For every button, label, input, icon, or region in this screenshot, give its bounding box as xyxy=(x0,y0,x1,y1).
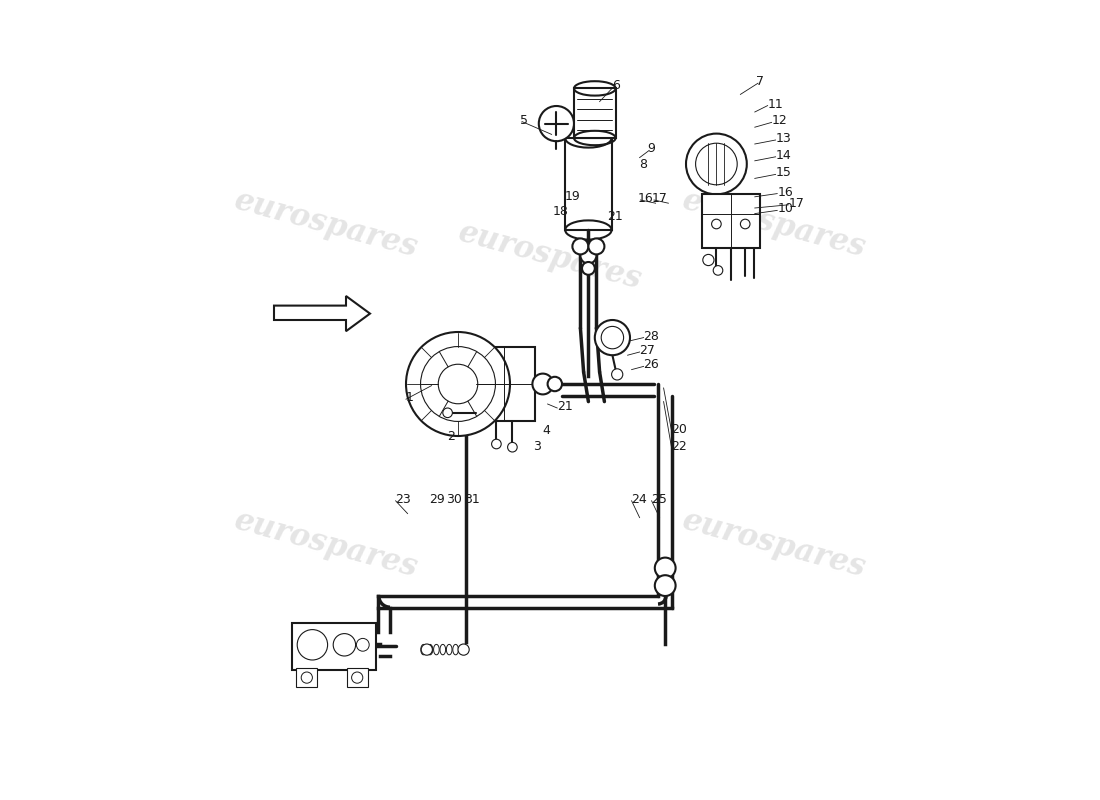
Text: 21: 21 xyxy=(607,210,624,222)
Bar xyxy=(574,89,616,138)
Text: 13: 13 xyxy=(776,132,791,145)
Circle shape xyxy=(539,106,574,141)
Circle shape xyxy=(686,134,747,194)
Circle shape xyxy=(588,238,604,254)
Text: 23: 23 xyxy=(396,493,411,506)
Circle shape xyxy=(712,219,722,229)
Circle shape xyxy=(695,143,737,185)
Bar xyxy=(296,668,317,687)
Text: 21: 21 xyxy=(558,400,573,413)
Circle shape xyxy=(492,439,502,449)
Text: 24: 24 xyxy=(631,493,647,506)
Circle shape xyxy=(581,247,596,264)
Text: 19: 19 xyxy=(564,190,580,202)
Text: 16: 16 xyxy=(638,192,653,205)
Text: eurospares: eurospares xyxy=(679,505,869,583)
Text: 31: 31 xyxy=(463,493,480,506)
Circle shape xyxy=(507,442,517,452)
Circle shape xyxy=(602,326,624,349)
Text: 7: 7 xyxy=(757,75,764,88)
Text: 9: 9 xyxy=(648,142,656,155)
Circle shape xyxy=(713,266,723,275)
Circle shape xyxy=(703,254,714,266)
Bar xyxy=(702,194,760,248)
Text: 11: 11 xyxy=(768,98,783,110)
Circle shape xyxy=(572,238,588,254)
Text: eurospares: eurospares xyxy=(231,505,421,583)
Circle shape xyxy=(740,219,750,229)
Circle shape xyxy=(438,364,477,404)
Circle shape xyxy=(406,332,510,436)
Bar xyxy=(346,668,367,687)
Text: 8: 8 xyxy=(639,158,648,170)
Text: 1: 1 xyxy=(406,391,414,404)
Circle shape xyxy=(297,630,328,660)
Bar xyxy=(475,347,535,421)
Text: 6: 6 xyxy=(613,79,620,92)
Text: 25: 25 xyxy=(651,493,668,506)
Text: 2: 2 xyxy=(448,430,455,442)
Circle shape xyxy=(352,672,363,683)
Text: 3: 3 xyxy=(534,440,541,453)
Text: 5: 5 xyxy=(519,114,528,126)
Text: 17: 17 xyxy=(651,192,668,205)
Circle shape xyxy=(458,644,470,655)
Circle shape xyxy=(443,408,452,418)
Text: eurospares: eurospares xyxy=(231,185,421,263)
Circle shape xyxy=(595,320,630,355)
Circle shape xyxy=(301,672,312,683)
Text: 27: 27 xyxy=(639,344,656,357)
Text: 4: 4 xyxy=(542,424,550,437)
Circle shape xyxy=(654,558,675,578)
Bar xyxy=(565,138,612,230)
Text: 16: 16 xyxy=(778,186,793,198)
Circle shape xyxy=(612,369,623,380)
Text: 22: 22 xyxy=(672,440,688,453)
Text: eurospares: eurospares xyxy=(454,217,646,295)
Text: 29: 29 xyxy=(429,493,444,506)
Text: 30: 30 xyxy=(446,493,462,506)
Circle shape xyxy=(582,262,595,274)
Text: 14: 14 xyxy=(776,149,791,162)
Circle shape xyxy=(654,575,675,596)
Text: 15: 15 xyxy=(776,166,792,179)
Polygon shape xyxy=(274,296,370,331)
Circle shape xyxy=(421,644,432,655)
Circle shape xyxy=(420,346,495,422)
Circle shape xyxy=(532,374,553,394)
Text: 20: 20 xyxy=(672,423,688,436)
Text: 10: 10 xyxy=(778,202,793,215)
Text: 18: 18 xyxy=(552,205,569,218)
Text: 12: 12 xyxy=(771,114,788,127)
Text: 26: 26 xyxy=(644,358,659,371)
Text: 28: 28 xyxy=(644,330,660,342)
Text: 17: 17 xyxy=(789,197,804,210)
Text: eurospares: eurospares xyxy=(679,185,869,263)
Circle shape xyxy=(548,377,562,391)
Bar xyxy=(293,623,376,670)
Circle shape xyxy=(333,634,355,656)
Circle shape xyxy=(356,638,370,651)
